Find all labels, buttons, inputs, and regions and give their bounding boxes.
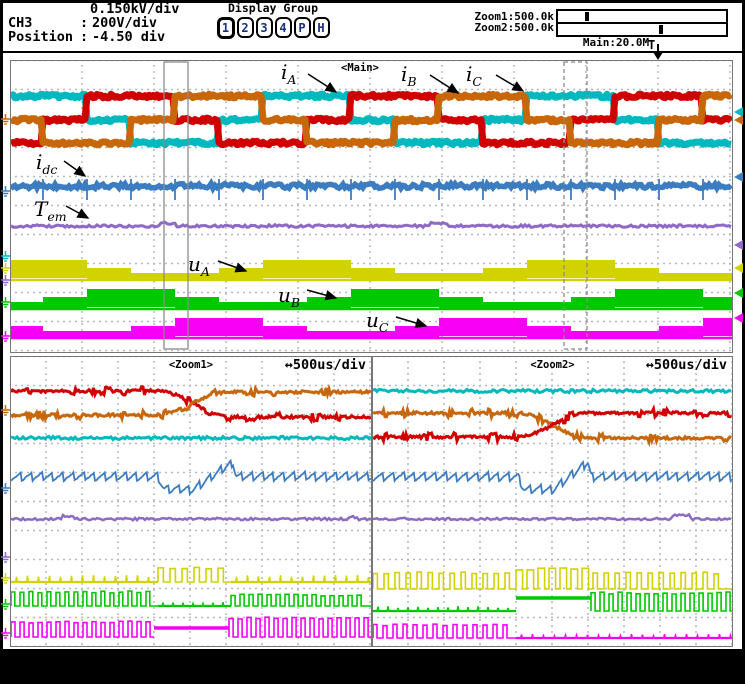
zoom1-position-tick[interactable] — [584, 12, 589, 21]
main-waveform-window: <Main> — [10, 60, 733, 353]
zoom1-selection-box[interactable] — [163, 61, 189, 350]
trigger-label: T — [648, 38, 656, 52]
main-window-label: <Main> — [341, 62, 379, 74]
display-group-title: Display Group — [227, 1, 318, 15]
zoom2-bar[interactable] — [558, 24, 726, 35]
zoom2-window: <Zoom2> ↔500us/div — [372, 356, 733, 647]
header-separator — [0, 51, 745, 53]
zoom1-window: <Zoom1> ↔500us/div — [10, 356, 372, 647]
trigger-marker: T — [648, 38, 668, 62]
zoom1-rate-label: Zoom1:500.0k — [474, 10, 554, 23]
zoom-readout: Zoom1:500.0k Zoom2:500.0k Main:20.0M — [466, 9, 736, 53]
main-record-label: Main:20.0M — [582, 36, 650, 49]
zoom1-timebase: ↔500us/div — [284, 357, 366, 373]
channel-name: CH3 — [8, 15, 33, 31]
display-group-button-2[interactable]: 2 — [236, 17, 254, 38]
channel-scale-kv: 0.150kV/div — [90, 1, 180, 17]
colon: : — [80, 15, 89, 31]
zoom1-bar[interactable] — [558, 11, 726, 24]
zoom2-window-label: <Zoom2> — [530, 359, 575, 371]
display-group-button-H[interactable]: H — [312, 17, 330, 38]
trigger-arrow-stem — [657, 44, 659, 52]
zoom2-rate-label: Zoom2:500.0k — [474, 21, 554, 34]
zoom-position-bars[interactable] — [556, 9, 728, 37]
trigger-arrow-icon — [653, 52, 663, 60]
position-value: -4.50 div — [92, 29, 166, 45]
zoom2-timebase: ↔500us/div — [645, 357, 727, 373]
colon: : — [80, 29, 89, 45]
zoom2-selection-box[interactable] — [563, 61, 588, 350]
channel-scale-v: 200V/div — [92, 15, 158, 31]
position-label: Position — [8, 29, 74, 45]
channel-readout: 0.150kV/div CH3 : 200V/div Position : -4… — [6, 1, 216, 47]
display-group-button-3[interactable]: 3 — [255, 17, 273, 38]
zoom1-window-label: <Zoom1> — [168, 359, 214, 371]
display-group-button-1[interactable]: 1 — [216, 17, 235, 39]
display-group-button-4[interactable]: 4 — [274, 17, 292, 38]
display-group-button-P[interactable]: P — [293, 17, 311, 38]
zoom2-position-tick[interactable] — [658, 25, 663, 34]
